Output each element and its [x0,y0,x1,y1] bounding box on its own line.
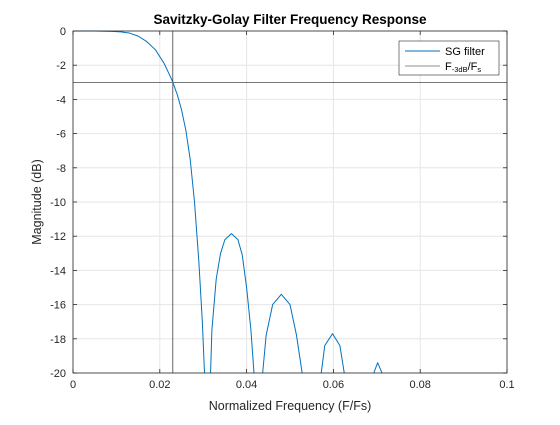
y-tick-label: -6 [56,129,66,141]
legend: SG filter F-3dB/Fs [398,40,500,76]
sg-filter-line [262,293,303,374]
x-axis-label: Normalized Frequency (F/Fs) [209,399,372,413]
sg-filter-line [210,233,255,374]
y-tick-label: -18 [50,334,66,346]
data-lines [73,30,383,374]
y-tick-label: -20 [50,368,66,380]
y-tick-label: -12 [50,231,66,243]
legend-box [398,40,500,76]
x-tick-label: 0 [70,379,76,391]
chart-title: Savitzky-Golay Filter Frequency Response [153,12,427,27]
x-tick-label: 0.08 [409,379,430,391]
reference-lines [73,31,507,373]
y-tick-label: -10 [50,197,66,209]
ticks: 0 0.02 0.04 0.06 0.08 0.1 0 -2 -4 -6 -8 -10 -12 -14 -1… [50,26,515,391]
sg-filter-line [73,30,205,374]
x-tick-label: 0.02 [149,379,170,391]
legend-cutoff-div: /F [468,61,478,73]
legend-cutoff-label: F-3dB/Fs [445,61,481,74]
legend-cutoff-main: F [445,61,452,73]
sg-filter-line [320,333,345,374]
y-tick-label: -4 [56,94,66,106]
x-tick-label: 0.06 [323,379,344,391]
x-tick-label: 0.1 [499,379,514,391]
y-tick-label: 0 [60,26,66,38]
y-tick-label: -8 [56,163,66,175]
y-axis-label: Magnitude (dB) [30,159,44,244]
sg-filter-line [373,362,383,374]
y-tick-label: -14 [50,265,66,277]
legend-cutoff-sub2: s [477,65,481,74]
y-tick-label: -16 [50,300,66,312]
legend-sg-label: SG filter [445,46,485,58]
y-tick-label: -2 [56,60,66,72]
x-tick-label: 0.04 [236,379,257,391]
legend-cutoff-sub: -3dB [452,65,468,74]
